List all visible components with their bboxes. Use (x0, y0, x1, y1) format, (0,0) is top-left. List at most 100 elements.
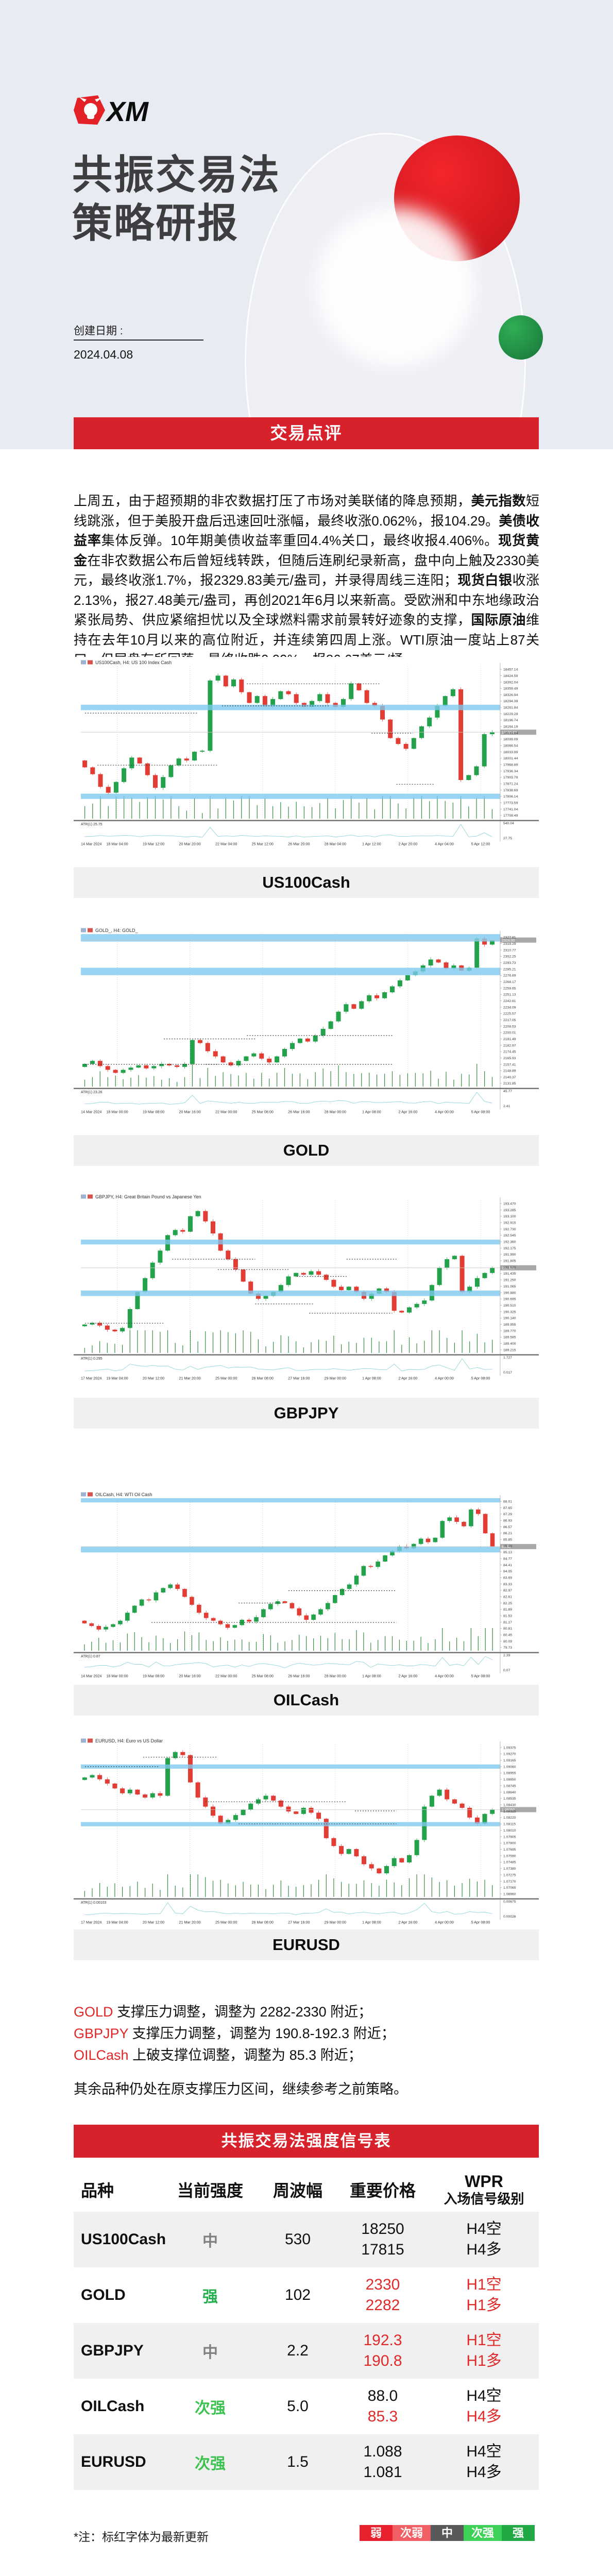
svg-text:2276.69: 2276.69 (503, 974, 516, 978)
svg-text:191.065: 191.065 (503, 1285, 516, 1289)
svg-text:20 Mar 16:00: 20 Mar 16:00 (179, 1674, 200, 1679)
svg-text:2.41: 2.41 (503, 1105, 510, 1108)
cell-range: 1.5 (287, 2453, 309, 2470)
signal-table: 品种 当前强度 周波幅 重要价格 WPR 入场信号级别 US100Cash 中 53… (74, 2172, 539, 2490)
svg-text:1.09060: 1.09060 (503, 1765, 516, 1769)
svg-text:20 Mar 16:00: 20 Mar 16:00 (179, 1110, 200, 1114)
commentary-segment: 上周五，由于超预期的非农数据打压了市场对美联储的降息预期， (74, 493, 471, 509)
svg-text:2182.97: 2182.97 (503, 1044, 516, 1047)
svg-text:19 Mar 12:00: 19 Mar 12:00 (143, 842, 164, 846)
svg-text:82.25: 82.25 (503, 1602, 512, 1605)
svg-text:25 Mar 12:00: 25 Mar 12:00 (252, 842, 274, 846)
svg-text:0.07: 0.07 (503, 1669, 510, 1672)
chart-caption-eurusd: EURUSD (74, 1929, 539, 1960)
strength-legend-item: 次强 (464, 2525, 502, 2541)
svg-text:19 Mar 08:00: 19 Mar 08:00 (143, 1674, 164, 1679)
svg-text:25 Mar 08:00: 25 Mar 08:00 (252, 1674, 274, 1679)
svg-text:1.09165: 1.09165 (503, 1759, 516, 1762)
chart-caption-gold: GOLD (74, 1135, 539, 1166)
commentary-segment: 美债收益率 (74, 513, 539, 549)
svg-text:22 Mar 00:00: 22 Mar 00:00 (215, 1110, 237, 1114)
svg-text:2208.53: 2208.53 (503, 1025, 516, 1028)
svg-text:5 Apr 08:00: 5 Apr 08:00 (471, 1674, 490, 1679)
svg-text:18196.74: 18196.74 (503, 719, 518, 722)
svg-text:2191.49: 2191.49 (503, 1038, 516, 1041)
svg-text:87.65: 87.65 (503, 1506, 512, 1510)
svg-text:1.07905: 1.07905 (503, 1835, 516, 1839)
svg-text:190.140: 190.140 (503, 1317, 516, 1320)
cell-range: 102 (284, 2286, 311, 2303)
svg-text:17838.69: 17838.69 (503, 789, 518, 792)
svg-text:18135.00: 18135.00 (502, 731, 517, 735)
support-note-symbol: GBPJPY (74, 2026, 129, 2041)
decorative-white-blob (315, 207, 475, 367)
support-note-extra: 其余品种仍处在原支撑压力区间，继续参考之前策略。 (74, 2081, 407, 2097)
svg-text:2 Apr 20:00: 2 Apr 20:00 (399, 842, 418, 846)
commentary-segment: 国际原油 (471, 612, 526, 628)
svg-text:84.05: 84.05 (503, 1570, 512, 1573)
svg-text:1.727: 1.727 (503, 1356, 512, 1360)
svg-text:2148.89: 2148.89 (503, 1070, 516, 1073)
svg-text:4 Apr 00:00: 4 Apr 00:00 (435, 1376, 454, 1381)
svg-text:27.75: 27.75 (503, 837, 512, 840)
svg-text:2217.05: 2217.05 (503, 1019, 516, 1022)
col-header-prices: 重要价格 (349, 2181, 416, 2200)
svg-text:1.08640: 1.08640 (503, 1791, 516, 1794)
date-underline (74, 340, 203, 341)
svg-text:29 Mar 00:00: 29 Mar 00:00 (325, 1920, 346, 1925)
svg-text:83.69: 83.69 (503, 1577, 512, 1580)
svg-text:GOLD_, H4: GOLD_: GOLD_, H4: GOLD_ (95, 928, 139, 933)
svg-text:1.08430: 1.08430 (503, 1804, 516, 1807)
chart-caption-us100cash: US100Cash (74, 867, 539, 898)
svg-text:26 Mar 20:00: 26 Mar 20:00 (288, 842, 310, 846)
svg-text:189.955: 189.955 (503, 1323, 516, 1327)
cell-symbol: US100Cash (81, 2231, 166, 2248)
svg-text:82.61: 82.61 (503, 1596, 512, 1599)
cell-strength: 次强 (195, 2455, 226, 2472)
strength-legend-item: 中 (431, 2525, 464, 2541)
svg-text:86.57: 86.57 (503, 1526, 512, 1529)
svg-text:193.285: 193.285 (503, 1209, 516, 1212)
table-row: US100Cash 中 530 18250 17815 H4空 H4多 (74, 2212, 539, 2267)
svg-text:18326.94: 18326.94 (503, 693, 518, 697)
table-row: OILCash 次强 5.0 88.0 85.3 H4空 H4多 (74, 2379, 539, 2434)
report-title: 共振交易法 策略研报 (72, 150, 281, 247)
section-banner-signal-table: 共振交易法强度信号表 (74, 2125, 539, 2158)
svg-text:ATR(1) 0.87: ATR(1) 0.87 (81, 1655, 100, 1658)
cell-strength: 次强 (195, 2400, 226, 2417)
gbpjpy-candle-chart: 191.600 193.470 193.285 193.100 192.915 192.7… (74, 1191, 539, 1382)
svg-text:45.77: 45.77 (503, 1090, 512, 1093)
table-row: GBPJPY 中 2.2 192.3 190.8 H1空 H1多 (74, 2323, 539, 2379)
svg-text:85.49: 85.49 (503, 1545, 512, 1548)
svg-text:2.39: 2.39 (503, 1654, 510, 1657)
cell-strength: 强 (202, 2289, 218, 2306)
svg-text:17 Mar 2024: 17 Mar 2024 (81, 1376, 101, 1381)
cell-range: 2.2 (287, 2342, 309, 2359)
svg-text:81.53: 81.53 (503, 1615, 512, 1618)
svg-text:1.08535: 1.08535 (503, 1797, 516, 1801)
cell-signals: H4空 H4多 (466, 2387, 502, 2425)
svg-text:1 Apr 08:00: 1 Apr 08:00 (362, 1110, 381, 1114)
svg-text:192.915: 192.915 (503, 1221, 516, 1225)
cell-strength: 中 (202, 2344, 218, 2361)
svg-text:2157.41: 2157.41 (503, 1063, 516, 1066)
svg-text:1.08745: 1.08745 (503, 1784, 516, 1788)
svg-text:1.07380: 1.07380 (503, 1867, 516, 1871)
svg-text:20 Mar 12:00: 20 Mar 12:00 (143, 1920, 164, 1925)
svg-text:1.08220: 1.08220 (503, 1816, 516, 1820)
svg-text:2140.37: 2140.37 (503, 1076, 516, 1079)
cell-range: 5.0 (287, 2398, 309, 2415)
svg-text:18261.84: 18261.84 (503, 706, 518, 710)
svg-text:191.620: 191.620 (503, 1266, 516, 1269)
commentary-segment: 在非农数据公布后曾短线转跌，但随后连刷纪录新高，盘中向上触及2330美元，最终收… (74, 552, 539, 588)
svg-text:189.400: 189.400 (503, 1342, 516, 1346)
svg-text:19 Mar 04:00: 19 Mar 04:00 (106, 1376, 128, 1381)
svg-text:2165.93: 2165.93 (503, 1057, 516, 1060)
col-header-wpr: WPR 入场信号级别 (444, 2172, 524, 2207)
cell-strength: 中 (202, 2233, 218, 2250)
svg-text:2259.65: 2259.65 (503, 987, 516, 990)
svg-text:84.77: 84.77 (503, 1557, 512, 1561)
svg-text:17936.34: 17936.34 (503, 770, 518, 773)
svg-text:2225.57: 2225.57 (503, 1012, 516, 1016)
svg-text:193.470: 193.470 (503, 1202, 516, 1206)
